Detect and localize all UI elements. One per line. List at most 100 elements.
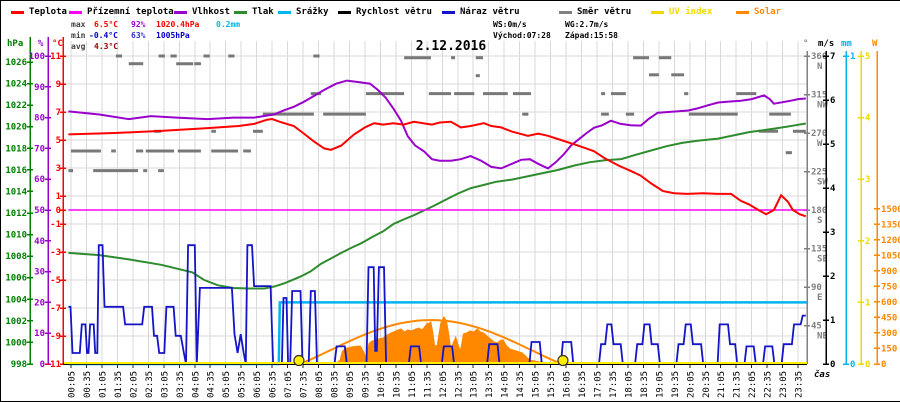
legend-item-sr-ky: Srážky bbox=[278, 6, 329, 18]
stat-rain-total: 0.2mm bbox=[216, 20, 241, 29]
stat-wind-speed: WS:0m/s bbox=[493, 20, 527, 29]
svg-text:70: 70 bbox=[34, 144, 45, 154]
svg-text:225: 225 bbox=[811, 168, 827, 178]
svg-text:12:35: 12:35 bbox=[454, 371, 464, 398]
svg-text:02:05: 02:05 bbox=[129, 371, 139, 398]
svg-text:11:05: 11:05 bbox=[408, 371, 418, 398]
svg-text:23:05: 23:05 bbox=[779, 371, 789, 398]
legend-swatch bbox=[278, 10, 291, 14]
legend-swatch bbox=[11, 10, 24, 14]
svg-text:1014: 1014 bbox=[5, 187, 27, 197]
stat-sunrise: Východ:07:28 bbox=[493, 31, 551, 40]
svg-text:-3: -3 bbox=[50, 248, 61, 258]
svg-text:2: 2 bbox=[830, 272, 835, 282]
svg-text:-1: -1 bbox=[50, 220, 61, 230]
svg-text:3: 3 bbox=[865, 175, 870, 185]
svg-text:20:05: 20:05 bbox=[686, 371, 696, 398]
svg-text:01:35: 01:35 bbox=[114, 371, 124, 398]
svg-text:9: 9 bbox=[56, 80, 61, 90]
solar-axis-unit: W bbox=[872, 39, 878, 49]
svg-text:1008: 1008 bbox=[5, 252, 27, 262]
svg-text:15:05: 15:05 bbox=[532, 371, 542, 398]
svg-text:05:05: 05:05 bbox=[222, 371, 232, 398]
svg-text:W: W bbox=[817, 139, 823, 149]
svg-text:1018: 1018 bbox=[5, 144, 27, 154]
svg-text:750: 750 bbox=[881, 282, 897, 292]
svg-text:07:35: 07:35 bbox=[300, 371, 310, 398]
svg-text:0: 0 bbox=[40, 360, 45, 370]
svg-text:03:35: 03:35 bbox=[176, 371, 186, 398]
svg-text:1350: 1350 bbox=[881, 220, 900, 230]
svg-text:1010: 1010 bbox=[5, 231, 27, 241]
legend-item-tlak: Tlak bbox=[234, 6, 274, 18]
svg-text:315: 315 bbox=[811, 91, 827, 101]
svg-text:03:05: 03:05 bbox=[160, 371, 170, 398]
svg-text:19:35: 19:35 bbox=[671, 371, 681, 398]
svg-text:1026: 1026 bbox=[5, 58, 27, 68]
stat-wind-gust: WG:2.7m/s bbox=[565, 20, 609, 29]
svg-text:02:35: 02:35 bbox=[145, 371, 155, 398]
svg-text:0: 0 bbox=[865, 360, 870, 370]
svg-text:3: 3 bbox=[56, 164, 61, 174]
legend-label: Náraz větru bbox=[460, 7, 520, 17]
svg-text:04:35: 04:35 bbox=[207, 371, 217, 398]
svg-text:00:05: 00:05 bbox=[68, 371, 78, 398]
legend-item-vlhkost: Vlhkost bbox=[174, 6, 230, 18]
legend-item-uv-index: UV index bbox=[651, 6, 712, 18]
svg-text:15:35: 15:35 bbox=[547, 371, 557, 398]
svg-text:60: 60 bbox=[34, 175, 45, 185]
svg-text:1: 1 bbox=[850, 52, 855, 62]
svg-text:600: 600 bbox=[881, 298, 897, 308]
svg-text:1024: 1024 bbox=[5, 80, 27, 90]
svg-text:1200: 1200 bbox=[881, 236, 900, 246]
legend-label: Teplota bbox=[29, 7, 67, 17]
stat-min-label: min bbox=[71, 31, 86, 40]
legend-swatch bbox=[69, 10, 82, 14]
svg-text:900: 900 bbox=[881, 267, 897, 277]
stat-avg-label: avg bbox=[71, 42, 86, 51]
svg-text:16:05: 16:05 bbox=[563, 371, 573, 398]
legend-label: UV index bbox=[669, 7, 713, 17]
svg-text:19:05: 19:05 bbox=[655, 371, 665, 398]
stat-max-label: max bbox=[71, 20, 86, 29]
legend-item-p-zemn-teplota: Přízemní teplota bbox=[69, 6, 174, 18]
stat-sunset: Západ:15:58 bbox=[565, 31, 618, 40]
svg-text:300: 300 bbox=[881, 329, 897, 339]
svg-text:1016: 1016 bbox=[5, 166, 27, 176]
svg-text:06:05: 06:05 bbox=[253, 371, 263, 398]
legend-item-solar: Solar bbox=[736, 6, 781, 18]
stat-max-temp: 6.5°C bbox=[94, 20, 119, 29]
svg-text:1022: 1022 bbox=[5, 101, 27, 111]
svg-text:50: 50 bbox=[34, 206, 45, 216]
legend-label: Rychlost větru bbox=[356, 7, 432, 17]
svg-text:NE: NE bbox=[817, 332, 828, 342]
svg-text:7: 7 bbox=[56, 108, 61, 118]
svg-text:30: 30 bbox=[34, 268, 45, 278]
svg-text:40: 40 bbox=[34, 237, 45, 247]
svg-text:23:35: 23:35 bbox=[795, 371, 805, 398]
svg-text:360: 360 bbox=[811, 52, 827, 62]
svg-text:13:35: 13:35 bbox=[485, 371, 495, 398]
legend-label: Vlhkost bbox=[192, 7, 230, 17]
svg-text:08:35: 08:35 bbox=[330, 371, 340, 398]
svg-text:21:35: 21:35 bbox=[733, 371, 743, 398]
svg-text:22:05: 22:05 bbox=[748, 371, 758, 398]
svg-text:90: 90 bbox=[811, 283, 822, 293]
svg-text:10: 10 bbox=[34, 329, 45, 339]
legend-swatch bbox=[736, 10, 749, 14]
svg-text:0: 0 bbox=[56, 206, 61, 216]
svg-text:1: 1 bbox=[56, 192, 61, 202]
svg-text:-7: -7 bbox=[50, 304, 61, 314]
svg-text:-11: -11 bbox=[45, 360, 61, 370]
svg-text:SE: SE bbox=[817, 255, 828, 265]
legend-label: Tlak bbox=[252, 7, 274, 17]
svg-text:1000: 1000 bbox=[5, 338, 27, 348]
wind-axis-unit: m/s bbox=[818, 39, 835, 49]
legend-swatch bbox=[174, 10, 187, 14]
svg-text:N: N bbox=[817, 62, 822, 72]
svg-text:1006: 1006 bbox=[5, 274, 27, 284]
svg-text:11:35: 11:35 bbox=[423, 371, 433, 398]
svg-text:1004: 1004 bbox=[5, 295, 27, 305]
